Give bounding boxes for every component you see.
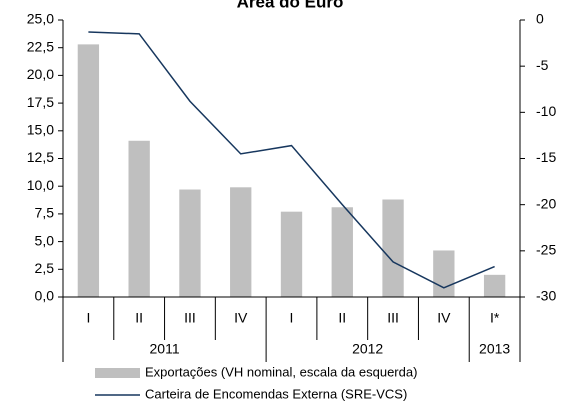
bar <box>179 189 201 297</box>
x-tick-label: I <box>86 310 90 326</box>
group-label: 2011 <box>150 341 180 357</box>
y2-tick-label: -5 <box>536 57 549 73</box>
y2-tick-label: -10 <box>536 103 556 119</box>
bar <box>280 211 303 297</box>
bar <box>128 140 150 297</box>
bar <box>230 187 252 297</box>
group-label: 2012 <box>352 341 383 357</box>
x-tick-label: II <box>135 310 143 326</box>
group-label: 2013 <box>479 341 510 357</box>
legend-label: Exportações (VH nominal, escala da esque… <box>145 364 417 379</box>
y2-tick-label: -20 <box>536 195 556 211</box>
y-tick-label: 5,0 <box>35 232 55 248</box>
bar <box>433 250 455 297</box>
legend-label: Carteira de Encomendas Externa (SRE-VCS) <box>145 386 407 401</box>
y-tick-label: 12,5 <box>27 149 54 165</box>
y-tick-label: 2,5 <box>35 260 55 276</box>
x-tick-label: IV <box>437 310 451 326</box>
line <box>88 31 495 289</box>
bar <box>382 199 404 297</box>
y2-tick-label: -30 <box>536 288 556 304</box>
x-tick-label: III <box>184 310 196 326</box>
bar <box>483 274 506 297</box>
y-tick-label: 0,0 <box>35 288 55 304</box>
y-tick-label: 7,5 <box>35 205 55 221</box>
bar <box>77 44 100 297</box>
y-tick-label: 17,5 <box>27 94 54 110</box>
y-tick-label: 25,0 <box>27 11 54 27</box>
chart-title: Área do Euro <box>237 0 344 11</box>
bar <box>331 207 353 297</box>
y-tick-label: 10,0 <box>27 177 54 193</box>
y-tick-label: 15,0 <box>27 122 54 138</box>
x-tick-label: IV <box>234 310 248 326</box>
x-tick-label: III <box>387 310 399 326</box>
legend-swatch <box>95 368 140 378</box>
y2-tick-label: 0 <box>536 11 544 27</box>
x-tick-label: II <box>338 310 346 326</box>
y2-tick-label: -15 <box>536 149 556 165</box>
y2-tick-label: -25 <box>536 242 556 258</box>
y-tick-label: 20,0 <box>27 66 54 82</box>
x-tick-label: I <box>290 310 294 326</box>
y-tick-label: 22,5 <box>27 38 54 54</box>
x-tick-label: I* <box>490 310 500 326</box>
